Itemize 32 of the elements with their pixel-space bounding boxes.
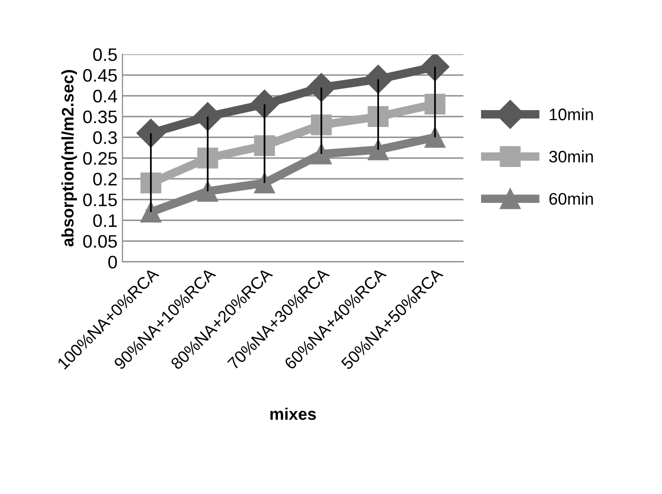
y-tick-label: 0 [108, 256, 117, 269]
legend-label: 60min [549, 192, 593, 205]
point [306, 73, 336, 102]
y-tick-label: 0.05 [83, 235, 117, 248]
y-tick-label: 0.35 [83, 110, 117, 124]
point [140, 172, 162, 194]
y-tick-label: 0.3 [93, 131, 117, 144]
y-axis-title: absorption(ml/m2.sec) [61, 70, 77, 246]
point [140, 202, 162, 222]
y-tick-label: 0.15 [83, 194, 117, 206]
point [424, 126, 446, 148]
y-tick-label: 0.25 [83, 152, 117, 165]
legend-label: 30min [549, 150, 593, 163]
y-tick-label: 0.1 [93, 214, 117, 228]
point [364, 64, 393, 94]
point [136, 118, 166, 148]
point [197, 148, 218, 168]
point [310, 144, 332, 164]
point [254, 172, 275, 194]
point [368, 106, 389, 127]
point [197, 180, 218, 202]
y-tick-label: 0.4 [93, 90, 118, 103]
x-axis-title: mixes [270, 408, 316, 420]
y-tick-label: 0.2 [93, 172, 117, 186]
point [310, 114, 332, 136]
point [420, 54, 450, 82]
y-tick-label: 0.5 [93, 48, 117, 62]
point [193, 102, 222, 132]
legend-label: 10min [550, 108, 593, 120]
y-tick-label: 0.45 [83, 69, 117, 82]
point [250, 90, 279, 119]
point [368, 139, 389, 160]
